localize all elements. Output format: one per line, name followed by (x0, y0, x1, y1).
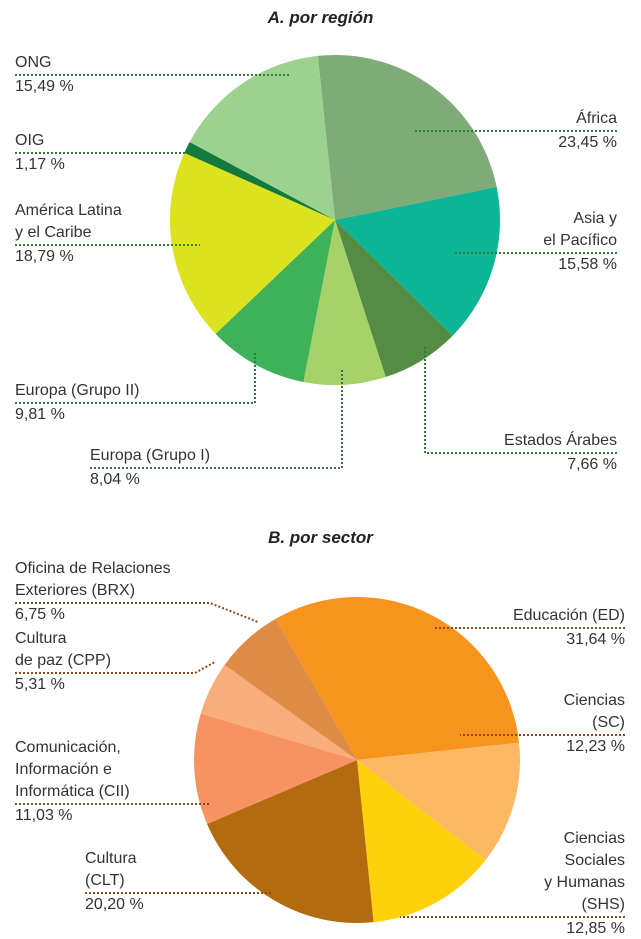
value-label: 8,04 % (90, 471, 140, 488)
value-label: 11,03 % (15, 807, 73, 824)
slice-label: Cultura de paz (CPP) (15, 630, 112, 669)
value-label: 15,58 % (558, 256, 617, 273)
slice-label: OIG (15, 132, 45, 149)
pie-slice (335, 220, 453, 378)
pie-slice (317, 55, 497, 221)
pie-slice (215, 220, 335, 382)
pie-slice (335, 186, 500, 336)
slice-label: Ciencias (SC) (563, 692, 625, 731)
pie-slice (357, 742, 520, 861)
value-label: 9,81 % (15, 406, 65, 423)
chart-title: A. por región (267, 8, 374, 27)
value-label: 20,20 % (85, 896, 144, 913)
slice-label: Europa (Grupo II) (15, 382, 140, 399)
value-label: 12,85 % (566, 920, 625, 937)
value-label: 7,66 % (567, 456, 617, 473)
pie-slice (189, 55, 335, 221)
pie-slice (170, 152, 335, 334)
value-label: 15,49 % (15, 78, 74, 95)
leader-line (15, 661, 216, 674)
slice-label: Oficina de Relaciones Exteriores (BRX) (15, 560, 171, 599)
leader-line (424, 345, 617, 454)
value-label: 6,75 % (15, 606, 65, 623)
slice-label: América Latina y el Caribe (15, 202, 122, 241)
value-label: 23,45 % (558, 134, 617, 151)
value-label: 5,31 % (15, 676, 65, 693)
pie-slice (224, 618, 357, 760)
pie-slice (194, 713, 357, 824)
leader-line (15, 602, 259, 623)
value-label: 12,23 % (566, 738, 625, 755)
slice-label: Estados Árabes (504, 432, 617, 449)
value-label: 31,64 % (566, 631, 625, 648)
slice-label: Cultura (CLT) (85, 850, 137, 889)
slice-label: ONG (15, 54, 52, 71)
slice-label: Asia y el Pacífico (543, 210, 617, 249)
pie-slice (357, 760, 486, 923)
slice-label: Ciencias Sociales y Humanas (SHS) (544, 830, 625, 913)
slice-label: Comunicación, Información e Informática … (15, 739, 130, 800)
leader-line (15, 352, 256, 404)
pie-slice (207, 760, 374, 924)
chart-title: B. por sector (268, 528, 373, 547)
pie-slice (184, 141, 335, 220)
value-label: 18,79 % (15, 248, 74, 265)
value-label: 1,17 % (15, 156, 65, 173)
slice-label: África (576, 110, 617, 127)
pie-slice (200, 664, 357, 760)
leader-line (90, 370, 343, 469)
pie-slice (303, 220, 386, 385)
pie-slice (275, 597, 520, 760)
slice-label: Educación (ED) (512, 607, 625, 624)
slice-label: Europa (Grupo I) (90, 447, 211, 464)
